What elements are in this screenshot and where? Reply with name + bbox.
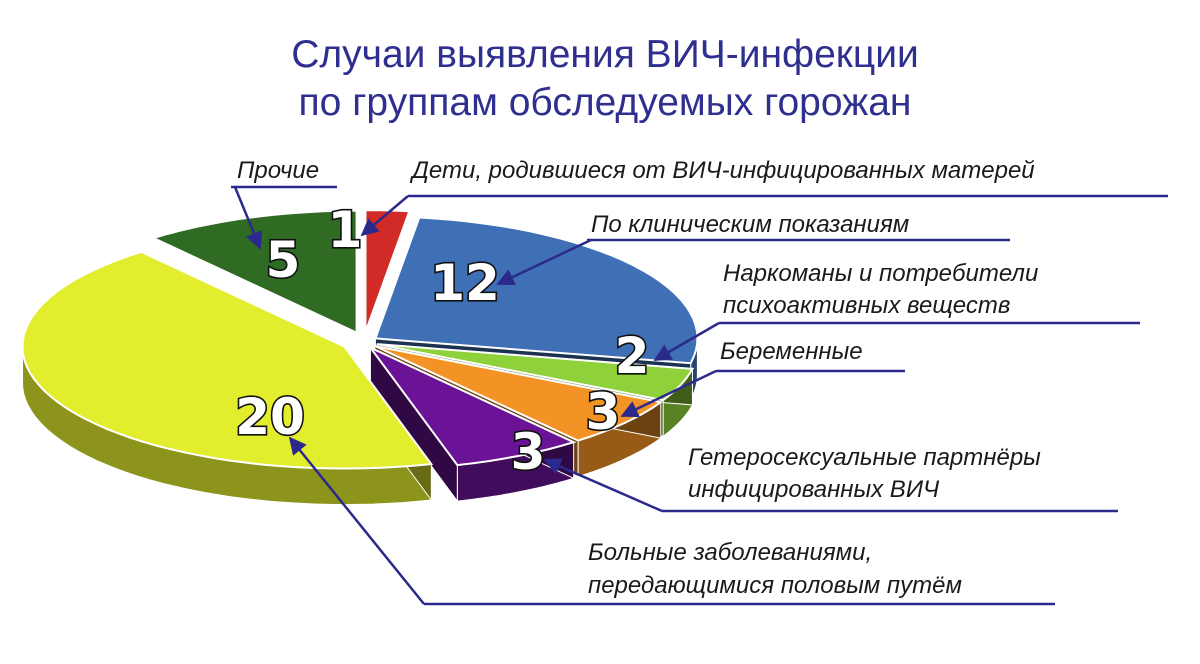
pie-slice-6 [21,250,434,470]
slice-value-label-2: 12 [430,254,500,312]
pie-slice-1 [364,209,411,333]
callout-arrow-6 [288,436,425,605]
callout-label-4-line-1: Беременные [720,338,863,365]
callout-arrow-1 [360,195,409,237]
callout-arrow-4 [620,369,717,418]
chart-title-line-2: по группам обследуемых горожан [299,81,912,124]
callout-label-7-line-1: Прочие [237,157,319,184]
callout-label-5-line-1: Гетеросексуальные партнёры [688,444,1041,471]
callout-arrow-7 [233,186,263,250]
callout-label-1-line-1: Дети, родившиеся от ВИЧ-инфицированных м… [409,157,1035,184]
callout-label-6-line-1: Больные заболеваниями, [588,539,872,566]
pie-slice-5 [369,346,577,467]
slice-value-label-1: 1 [328,201,363,259]
chart-title-line-1: Случаи выявления ВИЧ-инфекции [291,33,919,76]
callout-label-3-line-1: Наркоманы и потребители [723,260,1038,287]
slice-value-label-7: 5 [266,231,301,289]
callout-arrow-3 [653,321,720,362]
callout-label-3-line-2: психоактивных веществ [723,292,1010,319]
slice-value-label-6: 20 [235,388,305,446]
callouts-layer: Дети, родившиеся от ВИЧ-инфицированных м… [231,157,1168,606]
callout-label-5-line-2: инфицированных ВИЧ [688,476,940,503]
pie-slice-4 [374,345,664,442]
slice-value-label-4: 3 [586,383,621,441]
slice-value-label-5: 3 [511,423,546,481]
callout-label-2-line-1: По клиническим показаниям [591,211,909,238]
callout-label-6-line-2: передающимися половым путём [588,572,962,599]
pie-slice-3 [377,343,695,402]
slice-value-label-3: 2 [615,327,650,385]
callout-arrow-2 [496,238,592,286]
callout-arrow-5 [543,458,663,513]
